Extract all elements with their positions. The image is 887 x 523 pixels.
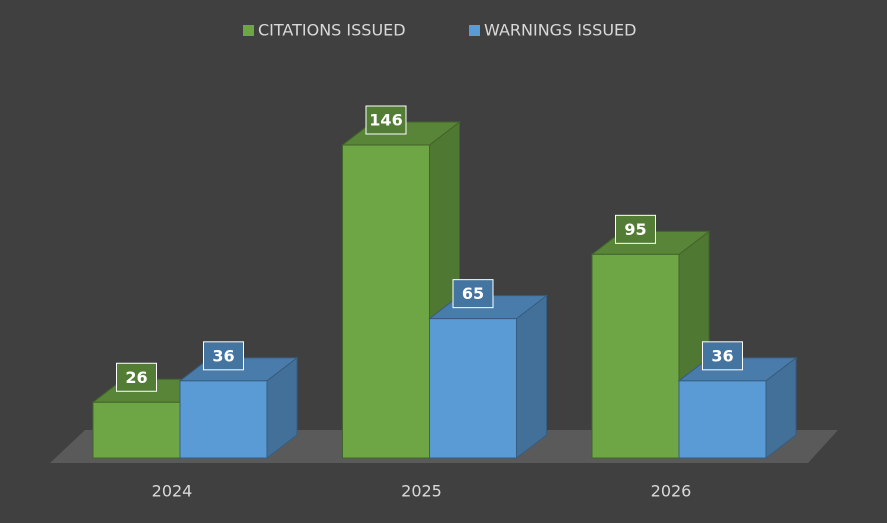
- data-label-box: [615, 214, 656, 244]
- bar-front: [92, 401, 181, 459]
- legend-swatch: [243, 25, 254, 36]
- data-label: 36: [711, 346, 733, 365]
- data-label-box: [702, 341, 743, 371]
- data-label: 36: [212, 346, 234, 365]
- bar-side: [516, 294, 547, 460]
- bar: [677, 356, 798, 460]
- bar: [178, 356, 299, 460]
- data-label-box: [116, 362, 157, 392]
- data-label: 95: [624, 220, 646, 239]
- bar: [428, 294, 548, 460]
- legend-label: WARNINGS ISSUED: [484, 21, 636, 40]
- data-label: 146: [369, 111, 402, 130]
- legend-label: CITATIONS ISSUED: [258, 21, 406, 40]
- x-tick-label: 2025: [401, 482, 442, 501]
- data-label: 65: [462, 284, 484, 303]
- bar-front: [179, 380, 268, 459]
- data-label-box: [365, 105, 407, 135]
- bar-front: [342, 144, 430, 459]
- x-tick-label: 2024: [152, 482, 193, 501]
- bar-front: [429, 318, 517, 459]
- data-label-box: [452, 279, 494, 309]
- bar-front: [591, 253, 680, 459]
- x-tick-label: 2026: [651, 482, 692, 501]
- legend-swatch: [469, 25, 480, 36]
- data-label: 26: [125, 368, 147, 387]
- data-label-box: [203, 341, 244, 371]
- bar-front: [678, 380, 767, 459]
